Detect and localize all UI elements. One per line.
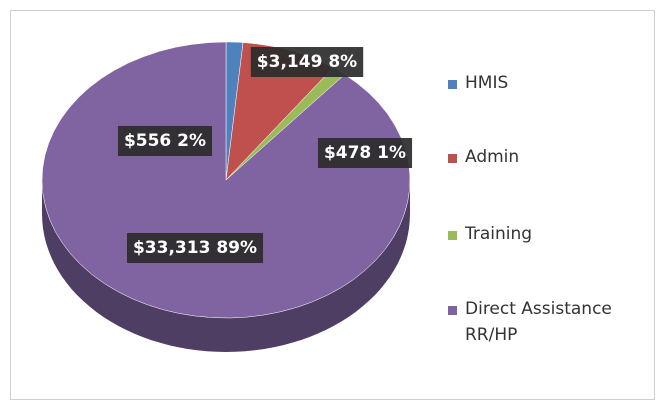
legend-swatch (448, 231, 457, 240)
pie-side (42, 180, 410, 352)
legend-item: Training (442, 224, 645, 247)
legend-item: Admin (442, 147, 645, 170)
legend-label: Training (465, 224, 533, 244)
data-label-box (250, 47, 364, 77)
legend-item: Direct Assistance RR/HP (442, 299, 645, 348)
legend-label: Direct Assistance RR/HP (465, 299, 612, 345)
data-label-text: $3,149 8% (257, 52, 357, 72)
legend-swatch (448, 80, 457, 89)
data-label: $478 1% (317, 138, 413, 168)
data-label-text: $33,313 89% (133, 238, 257, 258)
data-label-box (126, 233, 264, 263)
data-label-text: $556 2% (124, 131, 206, 151)
legend-swatch (448, 154, 457, 163)
legend-label: Admin (465, 147, 520, 167)
legend-label: HMIS (465, 73, 509, 93)
data-label-box (117, 126, 213, 156)
data-label-box (317, 138, 413, 168)
legend-item: HMIS (442, 73, 645, 96)
data-label: $33,313 89% (126, 233, 264, 263)
data-label: $556 2% (117, 126, 213, 156)
data-label: $3,149 8% (250, 47, 364, 77)
legend-swatch (448, 306, 457, 315)
data-label-text: $478 1% (324, 143, 406, 163)
pie-slice (41, 41, 411, 319)
